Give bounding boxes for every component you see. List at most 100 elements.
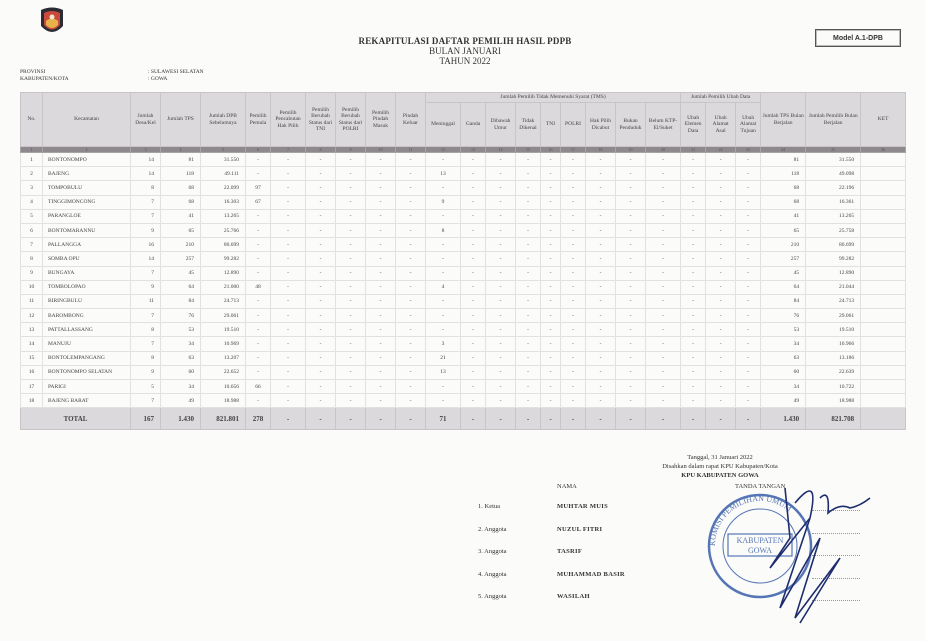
table-cell: 7 — [130, 336, 161, 352]
table-cell: - — [644, 222, 682, 239]
table-cell: - — [644, 151, 682, 168]
table-cell — [860, 180, 907, 196]
table-cell: - — [485, 364, 516, 381]
table-cell: - — [425, 237, 461, 253]
table-cell: - — [560, 364, 586, 381]
table-cell: - — [705, 393, 737, 409]
table-cell: 18 — [20, 393, 43, 409]
table-cell: - — [460, 208, 486, 224]
member-role: 1. Ketua — [478, 503, 501, 510]
table-cell: - — [705, 293, 737, 310]
table-cell: - — [560, 393, 586, 409]
table-cell: 13 — [20, 322, 43, 338]
member-name: MUHAMMAD BASIR — [557, 571, 625, 578]
table-cell: - — [585, 279, 616, 295]
table-cell: - — [515, 265, 541, 281]
total-cell — [860, 407, 907, 431]
table-row: 3 TOMPOBULU 8 68 22.099 97- - - - - - - - - - - - - - - - -68… — [20, 180, 907, 196]
table-cell: 25.766 — [200, 222, 246, 239]
kecamatan-cell: BIRINGBULU — [42, 293, 131, 310]
table-cell: - — [365, 378, 396, 395]
table-cell: - — [680, 322, 707, 338]
table-cell: - — [615, 151, 646, 168]
kecamatan-cell: BAROMBONG — [42, 308, 131, 324]
table-cell: - — [644, 208, 682, 224]
table-cell: 81 — [760, 151, 807, 168]
table-cell: 97 — [245, 180, 271, 196]
table-cell: - — [540, 237, 561, 253]
table-cell: - — [395, 208, 426, 224]
table-cell: - — [680, 222, 707, 239]
table-cell: - — [585, 364, 616, 381]
table-cell: - — [335, 378, 366, 395]
table-cell: - — [270, 364, 306, 381]
table-cell: 80.699 — [200, 237, 246, 253]
table-cell: - — [270, 308, 306, 324]
table-cell: - — [560, 322, 586, 338]
table-cell: - — [365, 293, 396, 310]
table-cell: - — [335, 336, 366, 352]
table-cell: - — [615, 336, 646, 352]
table-cell: - — [485, 293, 516, 310]
table-cell: - — [305, 222, 336, 239]
table-cell: - — [735, 322, 762, 338]
table-cell: 19.510 — [200, 322, 246, 338]
table-cell: - — [365, 180, 396, 196]
kecamatan-cell: BAJENG — [42, 166, 131, 182]
total-cell: 1.430 — [160, 407, 201, 431]
table-cell: - — [680, 265, 707, 281]
table-cell: - — [365, 151, 396, 168]
table-cell: 16.361 — [805, 194, 862, 210]
table-cell: 210 — [760, 237, 807, 253]
column-header: Pemilih Berubah Status dari POLRI — [335, 92, 366, 147]
table-cell: - — [425, 322, 461, 338]
recap-table: No. Kecamatan Jumlah Desa/Kel Jumlah TPS Jum… — [20, 92, 907, 431]
table-cell: - — [585, 308, 616, 324]
table-cell: - — [305, 151, 336, 168]
table-cell: - — [615, 350, 646, 366]
table-cell: - — [705, 180, 737, 196]
approval-date: Tanggal, 31 Januari 2022 — [687, 454, 753, 461]
kecamatan-cell: PARANGLOE — [42, 208, 131, 224]
table-cell: 49.111 — [200, 166, 246, 182]
table-cell: 99.282 — [805, 251, 862, 267]
table-cell: - — [560, 293, 586, 310]
table-cell: - — [585, 222, 616, 239]
table-cell: - — [305, 308, 336, 324]
table-cell: - — [735, 151, 762, 168]
table-cell: - — [485, 336, 516, 352]
signature-line — [812, 578, 860, 579]
approval-text: Disahkan dalam rapat KPU Kabupaten/Kota — [662, 463, 778, 470]
table-cell: 21.044 — [805, 279, 862, 295]
table-cell: 10.722 — [805, 378, 862, 395]
table-cell: - — [365, 194, 396, 210]
column-header: Ubah Alamat Tujuan — [735, 102, 762, 147]
table-cell: - — [644, 308, 682, 324]
table-cell: - — [680, 293, 707, 310]
table-cell: - — [705, 265, 737, 281]
table-cell: 45 — [760, 265, 807, 281]
table-cell: - — [705, 378, 737, 395]
table-cell: - — [395, 350, 426, 366]
table-cell: 80.699 — [805, 237, 862, 253]
table-cell: - — [270, 222, 306, 239]
table-cell: - — [335, 237, 366, 253]
table-cell: - — [485, 194, 516, 210]
table-row: 5 PARANGLOE 7 41 13.265- - - - - - - - - - - - - - - - - -41 1… — [20, 208, 907, 224]
table-cell: - — [485, 222, 516, 239]
table-cell: - — [585, 166, 616, 182]
table-cell: 10.966 — [805, 336, 862, 352]
table-cell: - — [705, 322, 737, 338]
title-main: REKAPITULASI DAFTAR PEMILIH HASIL PDPB — [358, 36, 572, 46]
table-cell: - — [615, 237, 646, 253]
table-cell: - — [585, 251, 616, 267]
table-cell: - — [270, 350, 306, 366]
column-header: Belum KTP-El/Suket — [644, 102, 682, 147]
total-cell: - — [560, 407, 586, 431]
table-cell: - — [335, 151, 366, 168]
table-cell: - — [395, 308, 426, 324]
table-cell: - — [615, 265, 646, 281]
table-cell: - — [305, 378, 336, 395]
member-name: TASRIF — [557, 548, 583, 555]
table-cell: - — [735, 166, 762, 182]
